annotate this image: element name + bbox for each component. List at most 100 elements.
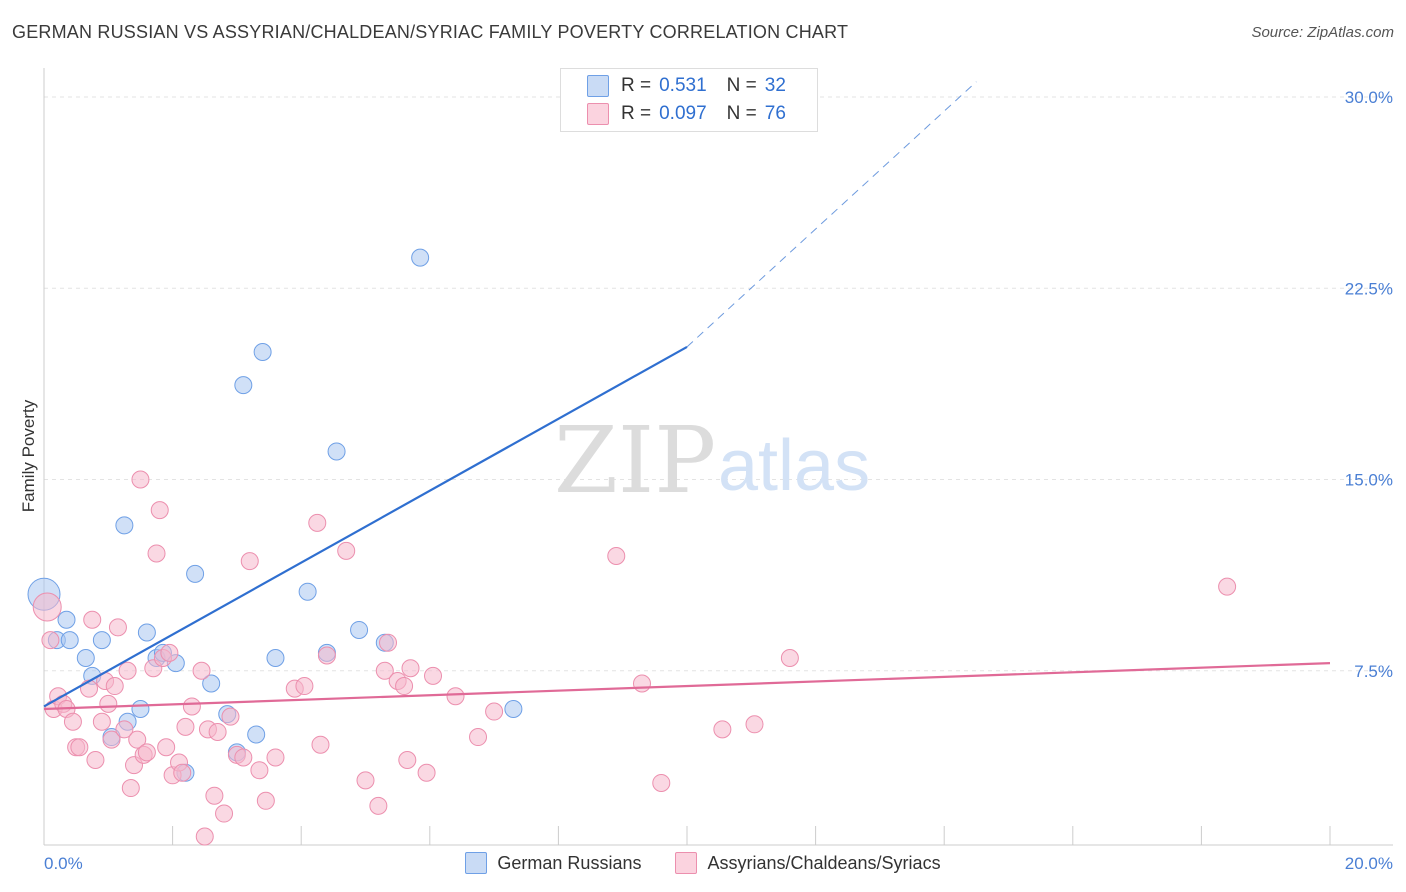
assyrian-point [150,501,169,520]
x-tick-max: 20.0% [1345,854,1393,873]
german-russian-point [60,631,79,650]
assyrian-point [86,751,105,769]
n-value: 32 [764,75,786,96]
german-russian-trend [43,345,688,708]
assyrian-point [337,541,356,560]
assyrian-point [417,763,436,782]
assyrian-point [308,513,327,532]
legend-label: Assyrians/Chaldeans/Syriacs [707,852,941,873]
y-tick-label: 30.0% [1345,88,1393,107]
y-tick-label: 22.5% [1345,279,1393,298]
assyrian-point [192,661,211,680]
n-label: N = [726,75,757,96]
assyrian-point [713,720,732,739]
assyrian-point [182,697,201,716]
legend-label: German Russians [497,852,642,873]
assyrian-point [147,544,166,563]
assyrian-point [108,618,127,637]
assyrian-point [485,702,504,721]
german-russian-point [131,700,150,718]
assyrian-point [92,712,111,731]
assyrian-point [102,730,121,749]
assyrian-point [195,827,214,846]
chart-title: GERMAN RUSSIAN VS ASSYRIAN/CHALDEAN/SYRI… [12,22,849,42]
scatter-points [27,248,1237,846]
legend-item-german-russians[interactable]: German Russians [465,852,641,874]
german-russian-point [202,674,221,693]
source-label: Source: ZipAtlas.com [1251,24,1394,41]
assyrian-point [121,779,140,798]
assyrian-point [83,610,102,629]
stats-swatch-pink [587,103,609,125]
assyrian-point [234,748,253,767]
r-value: 0.097 [659,103,707,124]
german-russian-point [298,582,317,601]
stats-row-german-russians: R = 0.531 N = 32 [587,73,786,99]
r-value: 0.531 [659,75,707,96]
assyrian-point [356,771,375,790]
assyrian-point [632,674,651,693]
german-russian-point [76,649,95,667]
german-russian-point [504,700,523,718]
assyrian-point [41,631,60,650]
assyrian-point [63,712,82,731]
german-russian-point [327,442,346,461]
assyrian-point [250,761,269,780]
legend-swatch-blue [465,852,488,874]
german-russian-point [253,343,272,361]
assyrian-point [176,717,195,736]
n-label: N = [726,103,757,124]
legend-swatch-pink [675,852,698,874]
watermark: ZIP atlas [554,407,870,514]
assyrian-point [607,547,626,565]
assyrian-point [115,720,134,739]
assyrian-point [446,687,465,706]
assyrian-point [266,748,285,767]
assyrian-point [745,715,764,734]
assyrian-point [369,796,388,815]
assyrian-point [32,592,62,622]
german-russian-point [115,516,134,535]
german-russian-point [92,631,111,650]
legend-item-assyrians[interactable]: Assyrians/Chaldeans/Syriacs [675,852,941,874]
n-value: 76 [764,103,786,124]
german-russian-point [137,623,156,642]
assyrian-point [215,804,234,823]
bottom-legend: German Russians Assyrians/Chaldeans/Syri… [0,852,1406,874]
german-russian-point [350,620,369,639]
assyrian-point [80,679,99,698]
assyrian-point [780,649,799,667]
assyrian-point [70,738,89,757]
assyrian-point [99,694,118,713]
assyrian-point [157,738,176,757]
assyrian-point [311,735,330,754]
assyrian-point [469,728,488,747]
assyrian-point [131,470,150,489]
assyrian-point [137,743,156,762]
assyrian-point [128,730,147,749]
assyrian-point [1218,577,1237,596]
y-axis-label: Family Poverty [19,399,38,512]
german-russian-point [234,376,253,395]
y-tick-labels: 7.5% 15.0% 22.5% 30.0% [1345,88,1393,681]
r-label: R = [621,103,652,124]
assyrian-point [317,646,336,665]
assyrian-point [240,552,259,571]
assyrian-point [398,751,417,769]
assyrian-point [173,763,192,782]
assyrian-point [379,633,398,652]
assyrian-point [395,677,414,696]
trend-lines [43,81,1331,711]
assyrian-point [105,677,124,696]
assyrian-point [295,677,314,696]
assyrian-point [205,786,224,805]
y-tick-label: 15.0% [1345,471,1393,490]
german-russian-point [57,610,76,629]
axes [43,68,1393,846]
stats-legend: R = 0.531 N = 32 R = 0.097 N = 76 [560,68,818,132]
assyrian-point [652,773,671,792]
german-russian-point [411,248,430,267]
watermark-atlas: atlas [718,426,870,506]
assyrian-point [118,661,137,680]
german-russian-point [186,564,205,583]
